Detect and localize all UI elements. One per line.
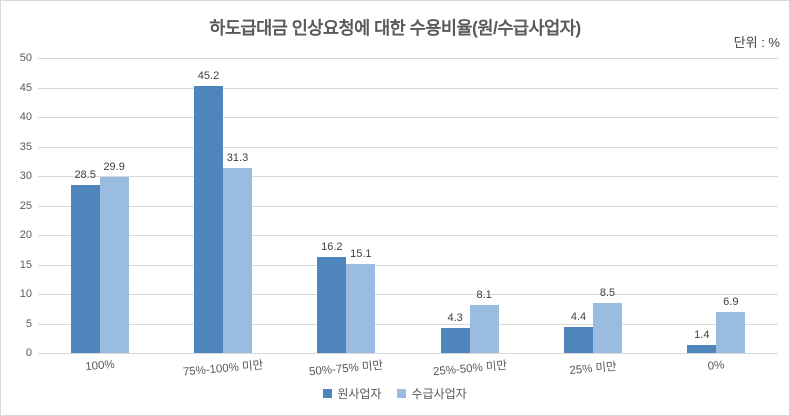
bar-value-label: 1.4 (694, 328, 710, 341)
y-axis-tick-label: 30 (19, 170, 32, 182)
x-axis-tick-label: 75%-100% 미만 (182, 359, 264, 379)
x-axis-tick-label: 25% 미만 (568, 360, 618, 378)
bar-value-label: 6.9 (723, 296, 739, 309)
bar-series-1 (564, 327, 593, 353)
gridline (38, 264, 778, 266)
y-axis-tick-label: 0 (25, 347, 32, 359)
bar-series-2 (469, 305, 499, 353)
bar-value-label: 15.1 (350, 247, 372, 260)
gridline (38, 87, 778, 89)
legend-label: 원사업자 (337, 387, 382, 401)
bar-series-2 (223, 168, 252, 353)
legend-swatch (323, 389, 333, 398)
bar-series-1 (194, 86, 223, 353)
bar-value-label: 8.1 (476, 289, 492, 302)
unit-label: 단위 : % (733, 35, 780, 50)
bar-value-label: 45.2 (197, 70, 220, 83)
bar-series-2 (99, 176, 129, 353)
y-axis-tick-label: 15 (19, 258, 32, 271)
bar-value-label: 16.2 (321, 241, 343, 254)
gridline (38, 205, 778, 207)
y-axis-tick-label: 40 (19, 111, 32, 123)
y-axis-tick-label: 10 (19, 288, 32, 300)
y-axis-tick-label: 45 (19, 81, 32, 94)
gridline (38, 353, 778, 354)
y-axis-tick-label: 5 (25, 317, 32, 330)
bar-value-label: 29.9 (103, 160, 125, 173)
bar-series-1 (317, 257, 347, 353)
gridline (38, 146, 778, 148)
y-axis-tick-label: 50 (19, 52, 32, 64)
legend-item: 원사업자 (323, 385, 381, 402)
bar-series-1 (70, 184, 100, 353)
gridline (38, 294, 778, 295)
bar-series-1 (687, 344, 717, 353)
bar-series-1 (440, 327, 470, 353)
x-axis-tick-label: 50%-75% 미만 (308, 359, 384, 379)
chart-title: 하도급대금 인상요청에 대한 수용비율(원/수급사업자) (209, 18, 581, 38)
legend: 원사업자 수급사업자 (1, 385, 789, 402)
bar-series-2 (716, 312, 746, 353)
bar-series-2 (346, 263, 376, 353)
bar-series-2 (593, 302, 622, 353)
x-axis-tick-label: 0% (707, 359, 726, 373)
x-axis-tick-label: 25%-50% 미만 (432, 359, 508, 379)
bar-value-label: 8.5 (599, 286, 616, 299)
x-axis-tick-label: 100% (84, 358, 115, 374)
bar-value-label: 4.3 (447, 311, 463, 324)
bar-value-label: 31.3 (226, 152, 249, 165)
y-axis-tick-label: 20 (19, 229, 32, 241)
gridline (38, 58, 778, 59)
gridline (38, 323, 778, 325)
gridline (38, 176, 778, 177)
legend-swatch (397, 389, 407, 398)
gridline (38, 235, 778, 236)
y-axis-tick-label: 25 (19, 199, 32, 212)
legend-label: 수급사업자 (411, 387, 467, 401)
bar-value-label: 4.4 (570, 311, 587, 324)
gridline (38, 117, 778, 118)
bar-value-label: 28.5 (74, 168, 96, 181)
y-axis-tick-label: 35 (19, 140, 32, 153)
legend-item: 수급사업자 (397, 385, 467, 402)
